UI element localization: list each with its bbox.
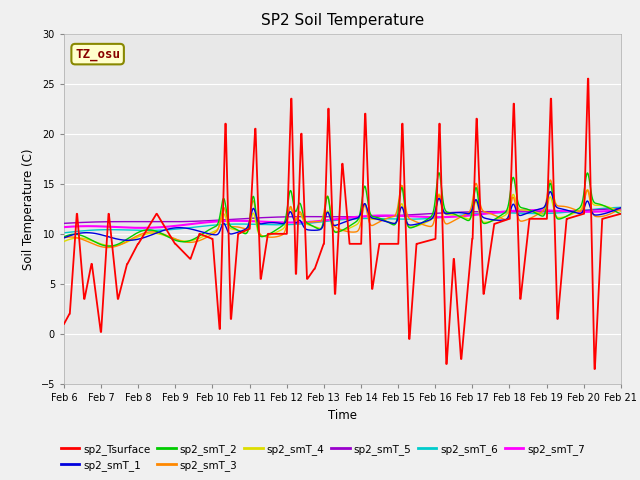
sp2_smT_6: [184, 225, 191, 231]
sp2_smT_4: [108, 243, 116, 249]
sp2_Tsurface: [584, 76, 592, 82]
sp2_smT_6: [246, 221, 254, 227]
sp2_smT_3: [171, 236, 179, 241]
sp2_Tsurface: [591, 366, 598, 372]
sp2_smT_5: [246, 216, 254, 221]
sp2_smT_7: [551, 208, 559, 214]
X-axis label: Time: Time: [328, 408, 357, 421]
sp2_smT_4: [60, 239, 68, 244]
Title: SP2 Soil Temperature: SP2 Soil Temperature: [260, 13, 424, 28]
sp2_smT_6: [502, 210, 509, 216]
sp2_smT_1: [184, 226, 192, 231]
sp2_Tsurface: [551, 220, 559, 226]
sp2_Tsurface: [170, 240, 178, 245]
sp2_smT_2: [502, 208, 510, 214]
sp2_smT_5: [551, 209, 559, 215]
Legend: sp2_Tsurface, sp2_smT_1, sp2_smT_2, sp2_smT_3, sp2_smT_4, sp2_smT_5, sp2_smT_6, : sp2_Tsurface, sp2_smT_1, sp2_smT_2, sp2_…: [56, 439, 589, 475]
sp2_smT_7: [138, 225, 145, 231]
Line: sp2_smT_1: sp2_smT_1: [64, 192, 621, 240]
sp2_smT_1: [171, 225, 179, 231]
sp2_smT_7: [184, 222, 192, 228]
sp2_smT_1: [502, 216, 509, 222]
sp2_smT_2: [184, 238, 192, 244]
sp2_smT_2: [617, 211, 625, 216]
sp2_smT_7: [60, 224, 68, 230]
Y-axis label: Soil Temperature (C): Soil Temperature (C): [22, 148, 35, 270]
sp2_smT_4: [171, 236, 179, 242]
sp2_smT_2: [246, 211, 254, 216]
Line: sp2_Tsurface: sp2_Tsurface: [64, 79, 621, 369]
sp2_smT_3: [184, 240, 192, 245]
sp2_smT_2: [105, 243, 113, 249]
sp2_smT_4: [617, 208, 625, 214]
sp2_smT_7: [617, 207, 625, 213]
sp2_smT_6: [551, 210, 559, 216]
sp2_smT_3: [547, 177, 554, 183]
Line: sp2_smT_5: sp2_smT_5: [64, 208, 621, 223]
sp2_smT_6: [170, 227, 178, 232]
sp2_smT_4: [502, 212, 509, 217]
sp2_smT_3: [552, 200, 559, 205]
sp2_smT_6: [617, 204, 625, 210]
sp2_smT_7: [171, 223, 179, 229]
sp2_Tsurface: [60, 321, 68, 327]
sp2_smT_5: [502, 209, 509, 215]
sp2_smT_3: [617, 205, 625, 211]
sp2_smT_3: [502, 216, 509, 222]
Line: sp2_smT_7: sp2_smT_7: [64, 210, 621, 228]
Line: sp2_smT_6: sp2_smT_6: [64, 207, 621, 233]
sp2_smT_2: [429, 210, 437, 216]
sp2_smT_6: [60, 230, 68, 236]
sp2_smT_1: [547, 189, 554, 194]
sp2_smT_3: [60, 235, 68, 240]
sp2_Tsurface: [502, 217, 509, 223]
sp2_smT_3: [104, 245, 112, 251]
sp2_Tsurface: [246, 219, 254, 225]
sp2_smT_3: [429, 221, 437, 227]
sp2_smT_4: [184, 238, 192, 244]
sp2_smT_1: [617, 205, 625, 211]
Line: sp2_smT_2: sp2_smT_2: [64, 173, 621, 246]
sp2_Tsurface: [429, 237, 436, 242]
sp2_smT_2: [552, 212, 559, 217]
sp2_smT_3: [246, 211, 254, 216]
sp2_smT_1: [60, 235, 68, 240]
Line: sp2_smT_4: sp2_smT_4: [64, 190, 621, 246]
sp2_smT_7: [502, 208, 509, 214]
sp2_smT_4: [429, 214, 437, 220]
sp2_smT_1: [429, 214, 437, 220]
sp2_smT_1: [552, 203, 559, 208]
sp2_smT_5: [429, 211, 436, 216]
sp2_Tsurface: [184, 253, 191, 259]
sp2_smT_4: [551, 211, 559, 217]
sp2_smT_7: [246, 218, 254, 224]
sp2_smT_1: [246, 215, 254, 220]
sp2_smT_2: [435, 170, 443, 176]
sp2_Tsurface: [617, 211, 625, 216]
sp2_smT_2: [60, 234, 68, 240]
sp2_smT_7: [429, 214, 437, 220]
sp2_smT_5: [170, 219, 178, 225]
sp2_smT_4: [246, 219, 254, 225]
sp2_smT_5: [184, 218, 191, 224]
sp2_smT_5: [60, 220, 68, 226]
sp2_smT_4: [584, 187, 591, 192]
sp2_smT_5: [617, 205, 625, 211]
Text: TZ_osu: TZ_osu: [75, 48, 120, 60]
sp2_smT_6: [429, 216, 436, 221]
sp2_smT_1: [124, 238, 132, 243]
sp2_smT_2: [171, 237, 179, 243]
Line: sp2_smT_3: sp2_smT_3: [64, 180, 621, 248]
